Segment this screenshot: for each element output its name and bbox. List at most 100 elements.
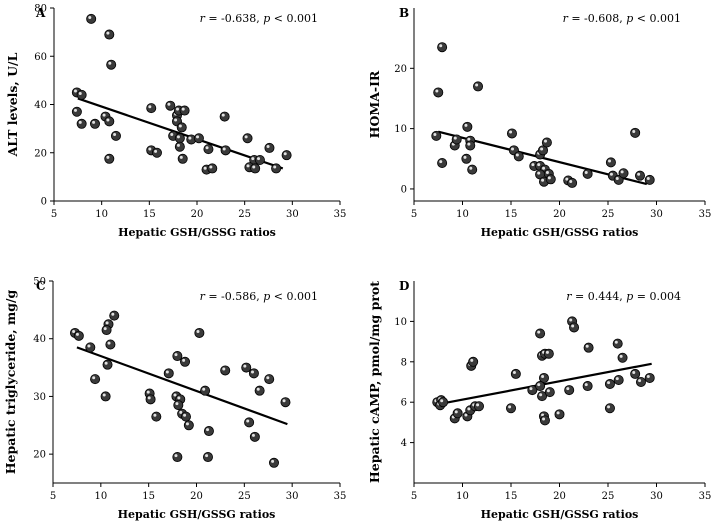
data-point-highlight bbox=[188, 136, 192, 140]
x-tick-label: 35 bbox=[699, 491, 712, 502]
data-point-highlight bbox=[467, 137, 471, 141]
data-point bbox=[543, 348, 554, 359]
data-point bbox=[281, 150, 292, 161]
data-point bbox=[183, 420, 194, 431]
data-point-highlight bbox=[111, 312, 115, 316]
data-point bbox=[604, 379, 615, 390]
x-tick-label: 20 bbox=[553, 491, 566, 502]
data-point bbox=[179, 105, 190, 116]
data-point-highlight bbox=[246, 419, 250, 423]
y-tick-label: 8 bbox=[401, 357, 407, 368]
data-point bbox=[644, 174, 655, 185]
data-point-highlight bbox=[542, 166, 546, 170]
data-point bbox=[630, 127, 641, 138]
data-point bbox=[90, 374, 101, 385]
data-point bbox=[242, 133, 253, 144]
data-point-highlight bbox=[556, 411, 560, 415]
data-point bbox=[433, 87, 444, 98]
data-point-highlight bbox=[175, 402, 179, 406]
data-point-highlight bbox=[202, 387, 206, 391]
data-point-highlight bbox=[541, 178, 545, 182]
data-point-highlight bbox=[148, 105, 152, 109]
data-point-highlight bbox=[256, 387, 260, 391]
data-point bbox=[102, 359, 113, 370]
data-point-highlight bbox=[542, 417, 546, 421]
data-point bbox=[174, 133, 185, 144]
data-point-highlight bbox=[584, 170, 588, 174]
data-point bbox=[264, 142, 275, 153]
data-point bbox=[612, 338, 623, 349]
annotation-part: r bbox=[566, 290, 572, 303]
data-point-highlight bbox=[515, 153, 519, 157]
data-point bbox=[462, 121, 473, 132]
data-point-highlight bbox=[108, 61, 112, 65]
data-point-highlight bbox=[464, 413, 468, 417]
data-point bbox=[146, 103, 157, 114]
data-point bbox=[554, 409, 565, 420]
data-point-highlight bbox=[615, 377, 619, 381]
x-tick-label: 25 bbox=[602, 491, 615, 502]
data-point bbox=[85, 342, 96, 353]
data-point-highlight bbox=[565, 177, 569, 181]
data-point bbox=[207, 163, 218, 174]
data-point bbox=[172, 351, 183, 362]
data-point-highlight bbox=[205, 454, 209, 458]
annotation-part: p bbox=[626, 290, 633, 303]
data-point bbox=[644, 372, 655, 383]
data-point-highlight bbox=[547, 176, 551, 180]
data-point-highlight bbox=[175, 107, 179, 111]
data-point-highlight bbox=[165, 370, 169, 374]
data-point-highlight bbox=[252, 165, 256, 169]
data-point bbox=[180, 411, 191, 422]
panel-c: 5 10 15 20 25 30 35 20 30 40 50 Hepatic GSH/GSSG ra… bbox=[3, 277, 346, 522]
data-point-highlight bbox=[221, 113, 225, 117]
data-point-highlight bbox=[205, 146, 209, 150]
panel-d: 5 10 15 20 25 30 35 4 6 8 10 Hepatic GSH/GSSG ratio… bbox=[367, 279, 711, 521]
data-point-highlight bbox=[546, 389, 550, 393]
data-point-highlight bbox=[181, 107, 185, 111]
data-point-highlight bbox=[464, 123, 468, 127]
data-point bbox=[173, 400, 184, 411]
data-point-highlight bbox=[282, 399, 286, 403]
data-point bbox=[151, 411, 162, 422]
data-point-highlight bbox=[179, 155, 183, 159]
data-point-highlight bbox=[638, 379, 642, 383]
data-point-highlight bbox=[545, 170, 549, 174]
annotation-part: = -0.608, bbox=[568, 12, 626, 25]
y-axis-label: ALT levels, U/L bbox=[5, 52, 20, 157]
data-point-highlight bbox=[529, 387, 533, 391]
data-point-highlight bbox=[467, 407, 471, 411]
data-point bbox=[583, 342, 594, 353]
data-point bbox=[200, 385, 211, 396]
x-tick-label: 35 bbox=[334, 491, 347, 502]
data-point-highlight bbox=[571, 324, 575, 328]
x-tick-label: 10 bbox=[95, 209, 108, 220]
data-point bbox=[220, 365, 231, 376]
data-point-highlight bbox=[608, 159, 612, 163]
data-point bbox=[101, 325, 112, 336]
x-tick-label: 10 bbox=[456, 491, 469, 502]
x-tick-label: 15 bbox=[142, 491, 155, 502]
data-point bbox=[241, 362, 252, 373]
data-point-highlight bbox=[609, 172, 613, 176]
data-point bbox=[76, 118, 87, 129]
annotation-part: < 0.001 bbox=[270, 290, 318, 303]
x-tick-label: 25 bbox=[602, 209, 615, 220]
data-point-highlight bbox=[170, 132, 174, 136]
data-point bbox=[431, 130, 442, 141]
y-tick-label: 40 bbox=[34, 100, 47, 111]
panel-label: A bbox=[35, 6, 46, 20]
data-point-highlight bbox=[176, 143, 180, 147]
data-point-highlight bbox=[106, 31, 110, 35]
data-point-highlight bbox=[182, 358, 186, 362]
data-point bbox=[582, 168, 593, 179]
data-point bbox=[535, 381, 546, 392]
x-tick-label: 10 bbox=[456, 209, 469, 220]
data-point bbox=[172, 452, 183, 463]
data-point bbox=[86, 13, 97, 24]
data-point bbox=[145, 394, 156, 405]
panel-b: 5 10 15 20 25 30 35 0 10 20 Hepatic GSH/GSSG ratio… bbox=[367, 6, 711, 239]
annotation-part: p bbox=[263, 290, 270, 303]
data-point bbox=[104, 153, 115, 164]
